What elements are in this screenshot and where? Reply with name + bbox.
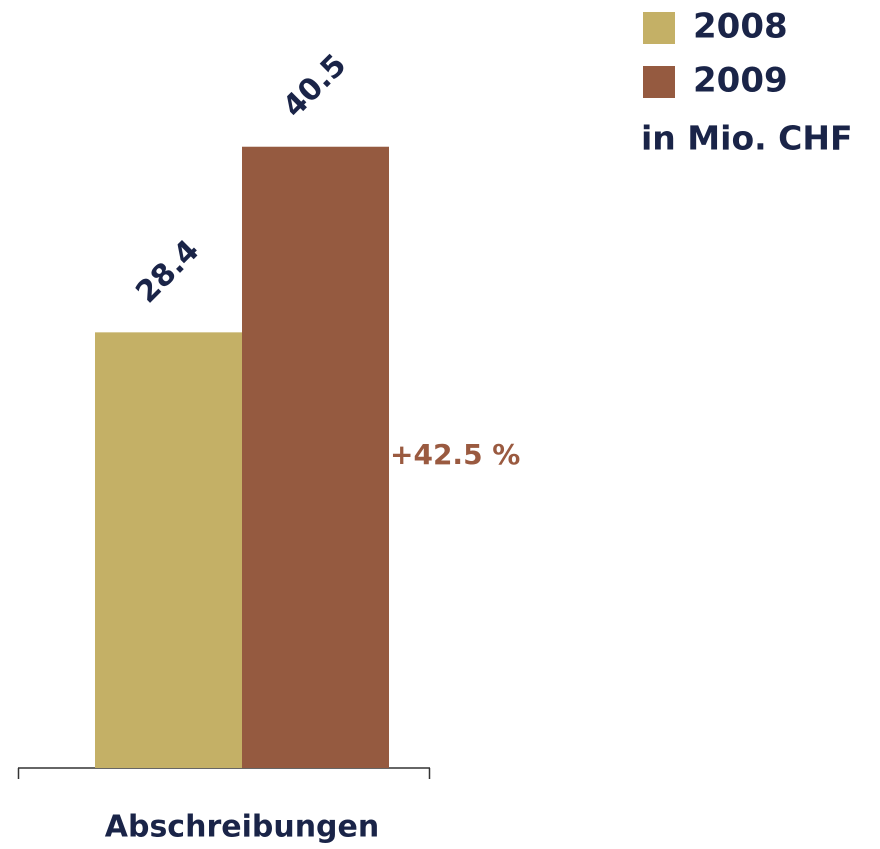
- legend-swatch: [643, 12, 675, 44]
- legend-swatch: [643, 66, 675, 98]
- legend-label: 2008: [693, 7, 788, 47]
- legend-label: 2009: [693, 61, 788, 101]
- value-label: 40.5: [276, 47, 353, 124]
- unit-label: in Mio. CHF: [641, 119, 853, 158]
- bar: [242, 146, 389, 769]
- x-axis: [17, 767, 431, 779]
- annotation: +42.5 %: [390, 438, 520, 471]
- value-label: 28.4: [129, 233, 206, 310]
- x-tick-label: Abschreibungen: [105, 810, 379, 845]
- bar: [95, 332, 242, 768]
